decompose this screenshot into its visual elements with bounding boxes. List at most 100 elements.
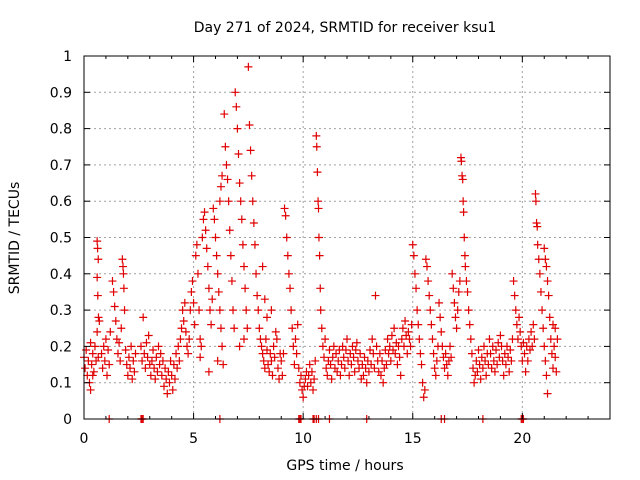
data-point [328, 353, 337, 362]
data-point [509, 277, 518, 286]
data-point [316, 284, 325, 293]
data-point [307, 367, 316, 376]
y-tick-label: 0 [63, 412, 72, 428]
data-point [266, 349, 275, 358]
data-point [88, 349, 97, 358]
data-point [230, 324, 239, 333]
data-point [81, 364, 90, 373]
data-point [178, 306, 187, 315]
data-point [119, 269, 128, 278]
data-point [119, 284, 128, 293]
data-point [337, 360, 346, 369]
data-point [370, 364, 379, 373]
data-point [150, 364, 159, 373]
data-point [232, 102, 241, 111]
data-point [263, 313, 272, 322]
data-point [512, 320, 521, 329]
data-point [250, 240, 259, 249]
data-point [363, 356, 372, 365]
data-point [312, 142, 321, 151]
data-point [270, 353, 279, 362]
data-point [461, 262, 470, 271]
data-point [166, 356, 175, 365]
data-point [234, 150, 243, 159]
data-point [368, 335, 377, 344]
data-point [268, 371, 277, 380]
data-point [501, 360, 510, 369]
data-point [511, 306, 520, 315]
data-point [113, 349, 122, 358]
data-point [451, 313, 460, 322]
data-point [264, 360, 273, 369]
data-point [128, 375, 137, 384]
data-point [551, 353, 560, 362]
data-point [371, 291, 380, 300]
data-point [444, 356, 453, 365]
data-point [323, 371, 332, 380]
data-point [349, 353, 358, 362]
data-point [424, 277, 433, 286]
data-point [223, 175, 232, 184]
data-point [506, 346, 515, 355]
data-point [278, 371, 287, 380]
y-tick-label: 0.8 [50, 122, 72, 138]
data-point [408, 240, 417, 249]
data-point [225, 226, 234, 235]
data-point [405, 335, 414, 344]
x-tick-label: 20 [513, 431, 531, 447]
data-point [229, 306, 238, 315]
data-point [417, 360, 426, 369]
data-point [248, 197, 257, 206]
data-point [472, 356, 481, 365]
data-point [484, 360, 493, 369]
data-point [244, 62, 253, 71]
data-point [122, 360, 131, 369]
data-point [89, 367, 98, 376]
data-point [344, 356, 353, 365]
data-point [159, 382, 168, 391]
data-point [493, 360, 502, 369]
y-tick-label: 0.4 [50, 267, 72, 283]
data-point [505, 367, 514, 376]
data-point [435, 298, 444, 307]
data-point [475, 360, 484, 369]
data-point [485, 335, 494, 344]
data-point [155, 360, 164, 369]
data-point [227, 277, 236, 286]
data-point [504, 353, 513, 362]
data-point [93, 244, 102, 253]
data-point [364, 367, 373, 376]
data-point [502, 342, 511, 351]
data-point [486, 349, 495, 358]
data-point [201, 226, 210, 235]
data-point [550, 342, 559, 351]
data-point [345, 371, 354, 380]
x-tick-label: 10 [294, 431, 312, 447]
data-point [215, 306, 224, 315]
data-point [249, 218, 258, 227]
data-point [531, 189, 540, 198]
data-point [142, 338, 151, 347]
data-point [267, 306, 276, 315]
data-point [309, 385, 318, 394]
data-point [213, 356, 222, 365]
data-point [442, 360, 451, 369]
data-point [253, 291, 262, 300]
y-tick-label: 0.9 [50, 85, 72, 101]
data-point [542, 262, 551, 271]
data-point [106, 327, 115, 336]
data-point [427, 320, 436, 329]
data-point [498, 356, 507, 365]
data-point [459, 197, 468, 206]
data-point [319, 353, 328, 362]
x-tick-label: 5 [189, 431, 198, 447]
data-point [197, 342, 206, 351]
data-point [318, 342, 327, 351]
data-point [158, 356, 167, 365]
data-point [463, 287, 472, 296]
data-point [460, 233, 469, 242]
data-point [523, 356, 532, 365]
data-point [477, 353, 486, 362]
data-point [175, 356, 184, 365]
data-point [495, 353, 504, 362]
